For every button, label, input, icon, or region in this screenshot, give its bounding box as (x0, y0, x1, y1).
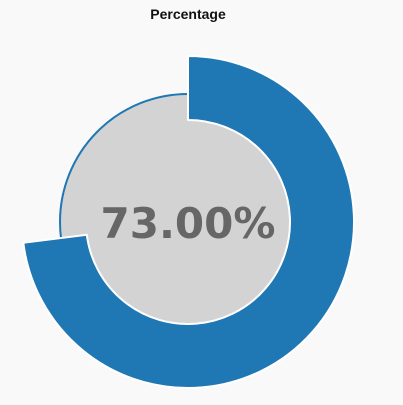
chart-title: Percentage (150, 6, 226, 22)
value-arc (22, 55, 355, 389)
center-value-label: 73.00% (101, 199, 276, 248)
